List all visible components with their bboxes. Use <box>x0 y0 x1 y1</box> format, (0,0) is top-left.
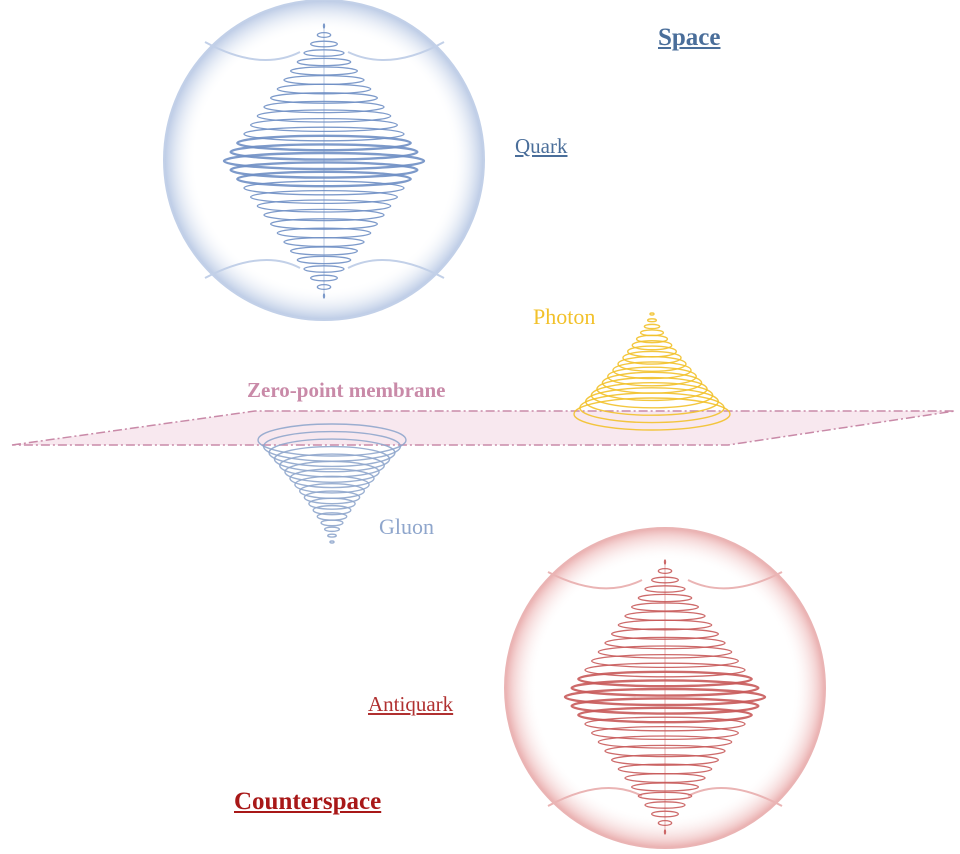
coil-ring <box>320 519 344 527</box>
coil-ring <box>635 334 669 344</box>
coil-ring <box>257 423 407 457</box>
quark-sphere <box>163 0 485 321</box>
gluon-label: Gluon <box>379 514 434 539</box>
coil-ring <box>573 397 731 431</box>
photon-label: Photon <box>533 304 596 329</box>
space-title: Space <box>658 24 721 51</box>
coil-ring <box>646 318 658 323</box>
coil-ring <box>327 533 337 538</box>
coil-ring <box>299 482 365 500</box>
coil-ring <box>612 361 692 380</box>
coil-ring <box>273 445 391 473</box>
coil-ring <box>617 355 687 373</box>
coil-ring <box>316 512 348 521</box>
quark-spiral <box>222 23 426 299</box>
coil-ring <box>622 350 682 365</box>
antiquark-sphere <box>504 527 826 849</box>
zero-point-membrane <box>11 410 956 446</box>
coil-ring <box>279 453 385 478</box>
antiquark-spiral <box>563 559 767 835</box>
coil-ring <box>643 323 661 330</box>
coil-ring <box>631 340 673 351</box>
photon-cone <box>573 312 731 431</box>
coil-ring <box>329 540 335 544</box>
coil-ring <box>303 490 361 505</box>
counterspace-title: Counterspace <box>234 788 382 815</box>
coil-ring <box>289 468 375 489</box>
membrane-label: Zero-point membrane <box>247 378 446 402</box>
coil-ring <box>312 504 352 516</box>
coil-ring <box>607 366 697 387</box>
coil-ring <box>596 376 708 402</box>
antiquark-label: Antiquark <box>368 692 454 716</box>
coil-ring <box>649 312 655 316</box>
gluon-cone <box>257 423 407 544</box>
coil-ring <box>323 526 341 533</box>
quark-label: Quark <box>515 134 568 158</box>
